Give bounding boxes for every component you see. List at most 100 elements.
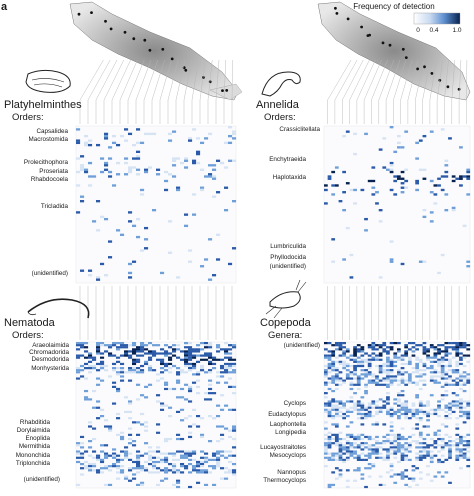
heatmap-cell <box>208 360 213 363</box>
row-label: (unidentified) <box>270 263 306 270</box>
heatmap-cell <box>132 367 137 370</box>
heatmap-cell <box>353 446 357 449</box>
sampling-site-dot <box>388 43 392 47</box>
heatmap-cell <box>349 377 354 380</box>
heatmap-cell <box>168 406 173 409</box>
heatmap-cell <box>128 367 133 370</box>
heatmap-cell <box>331 471 336 474</box>
heatmap-cell <box>88 161 93 165</box>
heatmap-cell <box>338 402 343 405</box>
heatmap-cell <box>338 354 343 357</box>
heatmap-cell <box>204 452 209 455</box>
heatmap-cell <box>334 442 339 445</box>
heatmap-cell <box>172 354 177 357</box>
heatmap-cell <box>415 381 419 384</box>
heatmap-cell <box>397 444 401 447</box>
heatmap-cell <box>100 379 105 382</box>
heatmap-cell <box>324 381 328 384</box>
heatmap-cell <box>411 427 416 430</box>
heatmap-cell <box>176 186 181 189</box>
heatmap-cell <box>148 350 153 353</box>
heatmap-cell <box>188 452 193 455</box>
heatmap-cell <box>415 364 419 368</box>
heatmap-cell <box>375 406 379 409</box>
heatmap-cell <box>437 444 441 447</box>
heatmap-cell <box>84 143 89 147</box>
heatmap-cell <box>80 442 85 445</box>
heatmap-cell <box>88 440 93 443</box>
heatmap-cell <box>426 444 430 447</box>
heatmap-cell <box>364 412 368 416</box>
heatmap-cell <box>367 435 372 439</box>
heatmap-cell <box>356 458 361 461</box>
heatmap-cell <box>440 377 445 380</box>
heatmap-cell <box>160 404 165 407</box>
heatmap-cell <box>148 454 153 457</box>
heatmap-cell <box>100 415 105 418</box>
heatmap-cell <box>389 258 394 261</box>
heatmap-cell <box>220 408 225 411</box>
heatmap-cell <box>80 473 85 476</box>
heatmap-cell <box>168 469 173 472</box>
heatmap-cell <box>459 437 463 441</box>
heatmap-cell <box>232 364 237 368</box>
heatmap-cell <box>200 168 205 171</box>
heatmap-cell <box>108 427 113 430</box>
heatmap-cell <box>440 385 445 388</box>
heatmap-cell <box>367 415 372 418</box>
heatmap-cell <box>80 446 85 449</box>
heatmap-cell <box>331 417 336 420</box>
heatmap-cell <box>144 421 149 424</box>
heatmap-cell <box>415 396 419 399</box>
heatmap-cell <box>184 157 189 160</box>
heatmap-cell <box>128 467 133 470</box>
heatmap-cell <box>188 450 193 453</box>
heatmap-cell <box>176 371 181 374</box>
heatmap-cell <box>156 400 161 403</box>
heatmap-cell <box>349 354 354 357</box>
heatmap-cell <box>448 137 452 140</box>
heatmap-cell <box>331 367 336 370</box>
site-leader-line <box>458 59 462 124</box>
heatmap-cell <box>433 433 438 436</box>
taxon-title: Copepoda <box>260 317 312 329</box>
heatmap-cell <box>136 155 141 158</box>
heatmap-cell <box>228 352 233 355</box>
heatmap-cell <box>433 352 438 355</box>
heatmap-cell <box>128 469 133 472</box>
heatmap-cell <box>418 168 423 171</box>
heatmap-cell <box>100 408 105 411</box>
heatmap-cell <box>327 446 332 449</box>
heatmap-cell <box>232 130 237 133</box>
heatmap-cell <box>349 452 354 455</box>
heatmap-cell <box>184 398 189 401</box>
heatmap-cell <box>224 141 229 145</box>
heatmap-cell <box>422 373 427 376</box>
heatmap-cell <box>400 182 405 185</box>
heatmap-cell <box>152 208 157 212</box>
heatmap-cell <box>104 137 109 140</box>
heatmap-cell <box>324 456 328 459</box>
heatmap-cell <box>345 348 350 351</box>
heatmap-cell <box>136 458 141 461</box>
heatmap-cell <box>136 460 141 464</box>
heatmap-cell <box>360 377 365 380</box>
heatmap-cell <box>192 354 197 357</box>
heatmap-cell <box>375 354 379 357</box>
heatmap-cell <box>367 452 372 455</box>
heatmap-cell <box>448 362 452 366</box>
heatmap-cell <box>455 448 460 451</box>
heatmap-cell <box>140 193 145 196</box>
heatmap-cell <box>407 379 412 382</box>
heatmap-cell <box>84 168 89 171</box>
heatmap-cell <box>375 191 379 194</box>
heatmap-cell <box>422 350 427 353</box>
heatmap-cell <box>331 454 336 457</box>
heatmap-cell <box>371 381 376 384</box>
heatmap-cell <box>148 458 153 461</box>
heatmap-cell <box>364 383 368 386</box>
heatmap-cell <box>334 440 339 443</box>
heatmap-cell <box>356 379 361 382</box>
heatmap-cell <box>371 348 376 351</box>
row-label: Macrostomida <box>28 136 68 143</box>
